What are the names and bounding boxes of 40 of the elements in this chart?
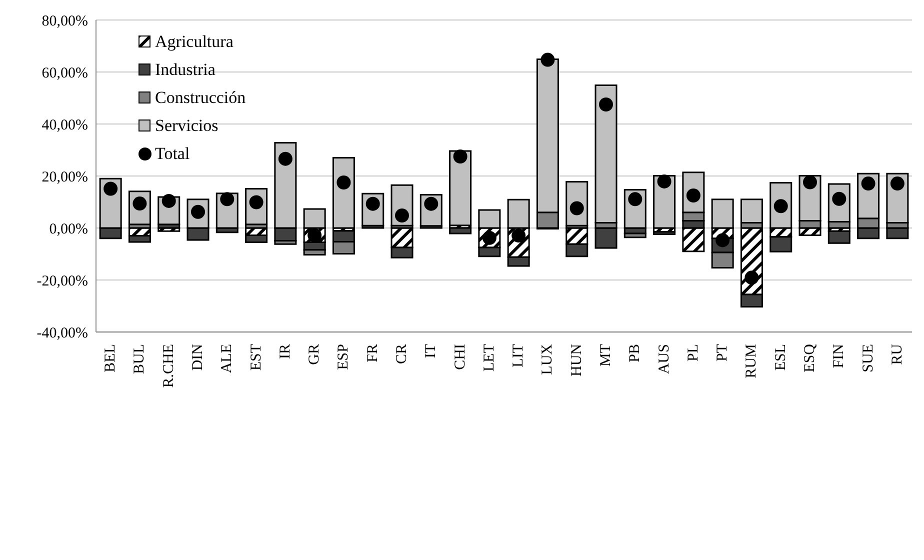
x-tick-label: SUE: [860, 344, 876, 372]
x-tick-label: R.CHE: [160, 344, 177, 388]
x-tick-label: PL: [685, 344, 702, 362]
x-tick-label: RU: [889, 344, 906, 365]
x-tick-label: RUM: [744, 344, 760, 378]
legend-label: Industria: [155, 60, 216, 80]
legend-label: Total: [155, 144, 190, 164]
y-tick-label: 80,00%: [42, 13, 88, 30]
x-tick-label: HUN: [568, 344, 585, 376]
x-tick-label: AUS: [656, 344, 672, 374]
legend-label: Construcción: [155, 88, 246, 108]
x-tick-label: IR: [277, 344, 294, 359]
y-tick-label: 60,00%: [42, 65, 88, 82]
x-tick-label: MT: [598, 344, 614, 366]
x-tick-label: ALE: [219, 344, 236, 374]
y-tick-label: 0,00%: [49, 221, 88, 238]
x-tick-label: DIN: [190, 344, 206, 371]
legend-label: Agricultura: [155, 32, 234, 52]
x-tick-label: LIT: [510, 344, 527, 368]
x-tick-label: EST: [248, 344, 264, 371]
x-tick-label: BEL: [102, 344, 119, 372]
x-tick-label: IT: [423, 344, 440, 358]
x-tick-label: ESL: [772, 344, 789, 371]
y-tick-label: -40,00%: [36, 325, 88, 342]
x-tick-label: LET: [481, 344, 498, 372]
y-tick-label: 40,00%: [42, 117, 88, 134]
x-tick-label: LUX: [540, 344, 556, 375]
x-tick-label: FR: [364, 344, 381, 362]
x-tick-label: CHI: [452, 344, 468, 370]
x-tick-label: ESP: [336, 344, 352, 370]
x-tick-label: FIN: [831, 344, 848, 368]
x-tick-label: PB: [627, 344, 644, 362]
x-tick-label: GR: [306, 344, 323, 365]
y-tick-label: 20,00%: [42, 169, 88, 186]
x-tick-label: CR: [394, 344, 410, 364]
x-tick-label: ESQ: [802, 344, 818, 372]
x-tick-label: PT: [714, 344, 731, 362]
x-tick-label: BUL: [132, 344, 148, 374]
y-tick-label: -20,00%: [36, 273, 88, 290]
legend-label: Servicios: [155, 116, 218, 136]
